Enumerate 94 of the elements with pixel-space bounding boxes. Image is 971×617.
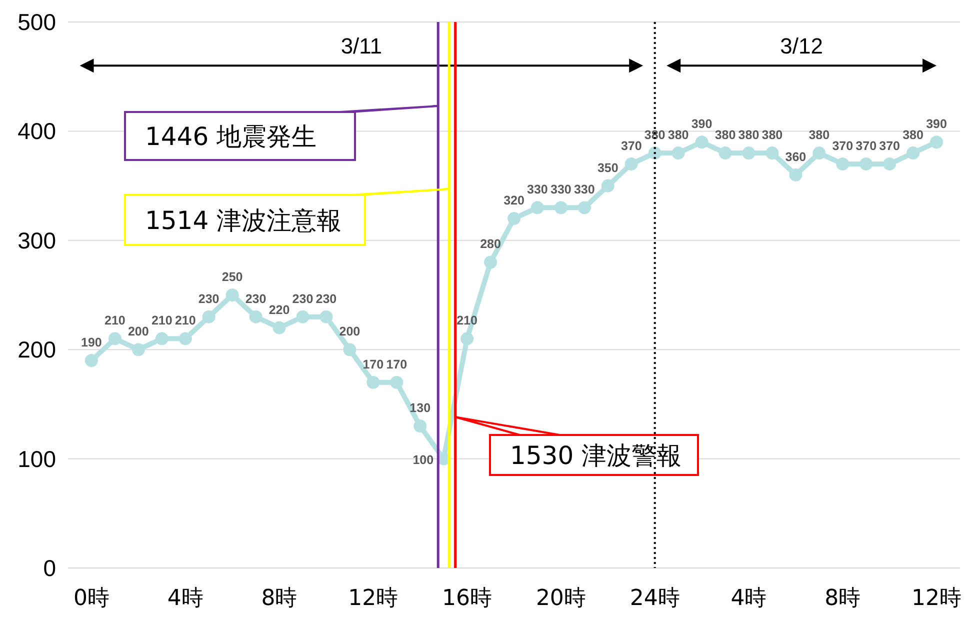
data-label: 380: [902, 128, 924, 142]
data-label: 390: [926, 117, 947, 132]
data-label: 230: [198, 292, 220, 306]
data-label: 170: [386, 357, 408, 372]
y-tick-label: 300: [18, 227, 56, 254]
point: [155, 332, 168, 346]
point: [930, 136, 944, 149]
data-label: 380: [714, 128, 736, 142]
point: [601, 179, 614, 192]
point: [554, 201, 568, 214]
data-label: 100: [412, 452, 434, 467]
data-label: 380: [762, 128, 783, 142]
point: [202, 310, 216, 324]
x-tick-label: 12時: [348, 586, 398, 611]
data-label: 230: [316, 292, 337, 306]
point: [296, 310, 310, 324]
data-label: 380: [808, 128, 830, 142]
point: [742, 146, 756, 160]
point: [132, 343, 145, 356]
data-label: 190: [81, 336, 102, 350]
data-label: 250: [222, 270, 243, 284]
ref-line-label: 1514 津波注意報: [145, 206, 342, 235]
point: [624, 157, 638, 170]
point: [508, 212, 520, 226]
data-label: 170: [362, 357, 384, 372]
data-label: 380: [668, 128, 689, 142]
data-label: 130: [410, 401, 431, 416]
point: [178, 332, 192, 346]
data-label: 230: [292, 292, 314, 306]
point: [530, 201, 544, 214]
point: [883, 157, 896, 170]
x-tick-label: 4時: [730, 586, 767, 611]
point: [812, 146, 826, 160]
x-tick-label: 8時: [824, 586, 861, 611]
point: [390, 376, 404, 389]
point: [460, 332, 474, 346]
data-label: 380: [738, 128, 760, 142]
ref-line-label: 1446 地震発生: [145, 122, 317, 151]
point: [860, 157, 873, 170]
data-label: 370: [832, 138, 854, 153]
x-tick-label: 16時: [442, 586, 492, 611]
data-label: 360: [785, 150, 806, 164]
data-label: 390: [691, 117, 712, 132]
data-label: 220: [268, 302, 290, 317]
data-label: 200: [128, 324, 149, 339]
data-label: 210: [104, 314, 126, 328]
point: [766, 146, 779, 160]
data-label: 210: [456, 314, 478, 328]
x-tick-label: 24時: [630, 586, 680, 611]
point: [343, 343, 356, 356]
x-tick-label: 4時: [167, 586, 204, 611]
data-label: 370: [879, 138, 900, 153]
point: [906, 146, 920, 160]
point: [108, 332, 122, 346]
point: [718, 146, 732, 160]
data-label: 200: [339, 324, 360, 339]
point: [320, 310, 333, 324]
data-label: 210: [151, 314, 172, 328]
y-tick-label: 0: [43, 555, 56, 581]
data-label: 280: [480, 237, 501, 252]
x-tick-label: 0時: [73, 586, 110, 611]
data-label: 330: [527, 182, 548, 197]
data-label: 350: [597, 160, 618, 175]
point: [366, 376, 380, 389]
y-tick-label: 200: [18, 336, 56, 363]
data-label: 230: [245, 292, 266, 306]
point: [578, 201, 591, 214]
point: [672, 146, 685, 160]
x-tick-label: 8時: [261, 586, 298, 611]
point: [484, 256, 498, 269]
point: [695, 136, 708, 149]
point: [226, 288, 239, 302]
annotation: 3/11: [340, 34, 382, 59]
x-tick-label: 12時: [912, 586, 962, 611]
point: [272, 321, 286, 334]
data-label: 370: [856, 138, 877, 153]
point: [414, 420, 427, 433]
point: [789, 168, 802, 182]
y-tick-label: 400: [18, 118, 56, 144]
annotation: 3/12: [780, 34, 823, 59]
data-label: 380: [644, 128, 666, 142]
y-tick-label: 100: [18, 446, 56, 472]
data-label: 370: [620, 138, 642, 153]
data-label: 330: [550, 182, 572, 197]
data-label: 210: [174, 314, 196, 328]
point: [648, 146, 662, 160]
data-label: 320: [504, 194, 524, 208]
point: [836, 157, 850, 170]
x-tick-label: 20時: [536, 586, 586, 611]
point: [84, 354, 98, 368]
y-tick-label: 500: [18, 9, 56, 35]
ref-line-label: 1530 津波警報: [510, 441, 682, 470]
data-label: 330: [574, 182, 595, 197]
point: [249, 310, 262, 324]
